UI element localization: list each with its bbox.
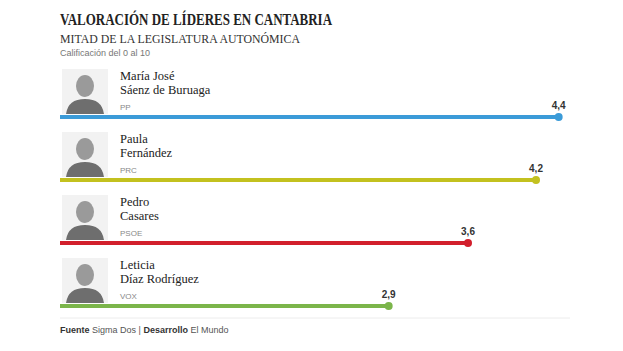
photo — [62, 69, 108, 114]
photo-body — [66, 162, 104, 177]
source-text: El Mundo — [188, 325, 229, 335]
bar-end — [464, 239, 472, 247]
source-label: Desarrollo — [143, 325, 188, 335]
photo-head — [76, 75, 94, 97]
bar — [60, 304, 389, 308]
photo-head — [76, 264, 94, 286]
photo — [62, 195, 108, 240]
source-separator: | — [136, 325, 143, 335]
party: PSOE — [120, 229, 142, 238]
bar — [60, 178, 536, 182]
data-label: 4,2 — [529, 163, 543, 174]
party: VOX — [120, 292, 138, 301]
party: PP — [120, 103, 131, 112]
name-line: Pedro — [120, 195, 149, 209]
bar-end — [532, 176, 540, 184]
bar-end — [555, 113, 563, 121]
subtitle: MITAD DE LA LEGISLATURA AUTONÓMICA — [60, 31, 301, 46]
name-line: María José — [120, 69, 175, 83]
photo — [62, 258, 108, 303]
labels: María JoséSáenz de Buruaga PP 4,4 PaulaFern… — [62, 69, 566, 303]
photo-body — [66, 288, 104, 303]
chart-svg: VALORACIÓN DE LÍDERES EN CANTABRIA MITAD … — [0, 0, 623, 351]
photo-bg — [62, 132, 108, 177]
data-label: 3,6 — [461, 226, 475, 237]
bar-end — [385, 302, 393, 310]
bar — [60, 115, 559, 119]
photo-body — [66, 99, 104, 114]
leader-name: PaulaFernández — [120, 132, 173, 160]
leader-name: LeticiaDíaz Rodríguez — [120, 258, 199, 286]
title: VALORACIÓN DE LÍDERES EN CANTABRIA — [60, 10, 332, 28]
source: Fuente Sigma Dos | Desarrollo El Mundo — [60, 325, 228, 335]
data-label: 4,4 — [552, 100, 566, 111]
marks — [60, 113, 563, 310]
leader-name: PedroCasares — [120, 195, 159, 223]
name-line: Casares — [120, 209, 159, 223]
bar — [60, 241, 468, 245]
axis-line — [60, 318, 570, 319]
leader-name: María JoséSáenz de Buruaga — [120, 69, 211, 97]
source-label: Fuente — [60, 325, 90, 335]
data-label: 2,9 — [382, 289, 396, 300]
name-line: Sáenz de Buruaga — [120, 83, 211, 97]
party: PRC — [120, 166, 137, 175]
photo-body — [66, 225, 104, 240]
name-line: Leticia — [120, 258, 155, 272]
name-line: Díaz Rodríguez — [120, 272, 199, 286]
name-line: Paula — [120, 132, 148, 146]
photo — [62, 132, 108, 177]
photo-head — [76, 138, 94, 160]
photo-bg — [62, 258, 108, 303]
photo-bg — [62, 195, 108, 240]
source-text: Sigma Dos — [90, 325, 137, 335]
photo-head — [76, 201, 94, 223]
chart-container: VALORACIÓN DE LÍDERES EN CANTABRIA MITAD … — [0, 0, 623, 351]
name-line: Fernández — [120, 146, 173, 160]
photo-bg — [62, 69, 108, 114]
note: Calificación del 0 al 10 — [60, 48, 150, 58]
